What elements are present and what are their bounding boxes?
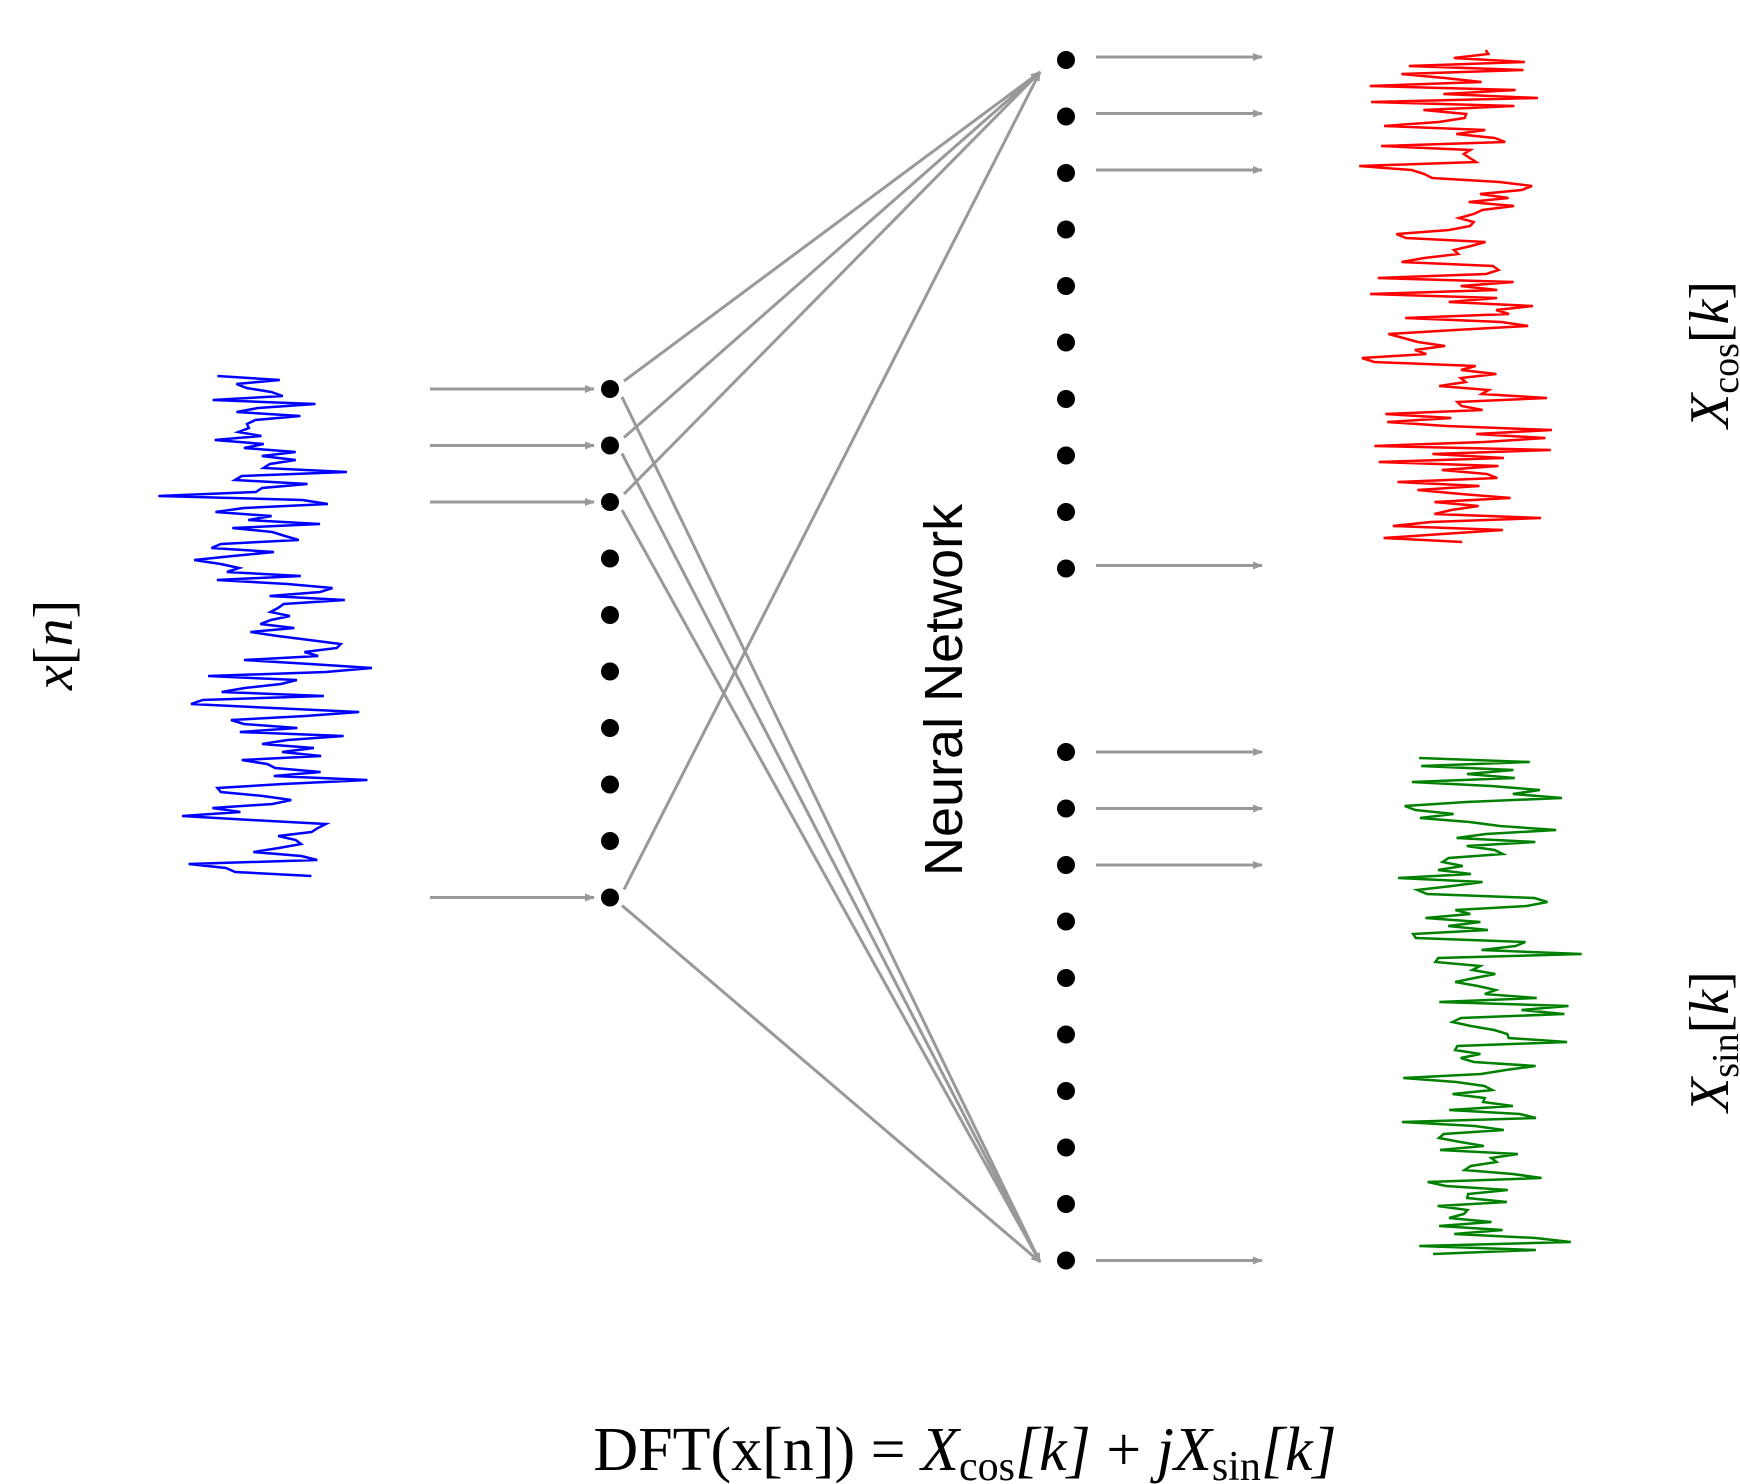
connection-arrow (622, 71, 1042, 891)
input-node (601, 436, 619, 455)
connection-arrow (620, 509, 1042, 1263)
sin-output-node (1057, 1251, 1075, 1270)
input-node (601, 493, 619, 511)
sin-output-node (1057, 1195, 1075, 1213)
sin-output-node (1057, 969, 1075, 987)
connection-arrow (623, 70, 1041, 439)
cos-output-node (1057, 220, 1075, 239)
sin-output-node (1057, 856, 1075, 874)
sin-output-signal-waveform (1398, 756, 1582, 1256)
connection-arrow (622, 70, 1042, 496)
cos-output-node (1057, 559, 1075, 578)
input-signal-label: x[n] (23, 600, 85, 691)
neural-network-label: Neural Network (914, 503, 974, 876)
cos-output-node (1057, 503, 1075, 521)
cos-output-node (1057, 51, 1075, 69)
input-node (601, 606, 619, 624)
sin-output-node (1057, 799, 1075, 818)
connection-arrow (620, 452, 1042, 1263)
input-node (601, 549, 619, 568)
sin-output-node (1057, 1138, 1075, 1157)
input-node (601, 662, 619, 681)
input-signal-waveform (158, 374, 373, 878)
connection-arrow (620, 396, 1042, 1263)
input-node (601, 719, 619, 737)
cos-output-node (1057, 277, 1075, 295)
cos-output-node (1057, 390, 1075, 408)
dft-equation: DFT(x[n]) = Xcos[k] + jXsin[k] (593, 1416, 1336, 1484)
cos-output-node (1057, 446, 1075, 465)
input-node (601, 832, 619, 850)
cos-output-signal-waveform (1359, 49, 1552, 544)
cos-output-label: Xcos[k] (1679, 281, 1740, 430)
sin-output-node (1057, 1025, 1075, 1044)
nodes-group (601, 51, 1075, 1270)
input-node (601, 380, 619, 398)
input-node (601, 888, 619, 907)
sin-output-node (1057, 743, 1075, 761)
connection-arrow (623, 70, 1041, 383)
arrows-group (430, 53, 1263, 1265)
sin-output-node (1057, 912, 1075, 931)
sin-output-label: Xsin[k] (1679, 971, 1740, 1114)
cos-output-node (1057, 333, 1075, 352)
cos-output-node (1057, 164, 1075, 182)
sin-output-node (1057, 1082, 1075, 1100)
connection-arrow (621, 904, 1041, 1264)
cos-output-node (1057, 107, 1075, 126)
input-node (601, 775, 619, 794)
